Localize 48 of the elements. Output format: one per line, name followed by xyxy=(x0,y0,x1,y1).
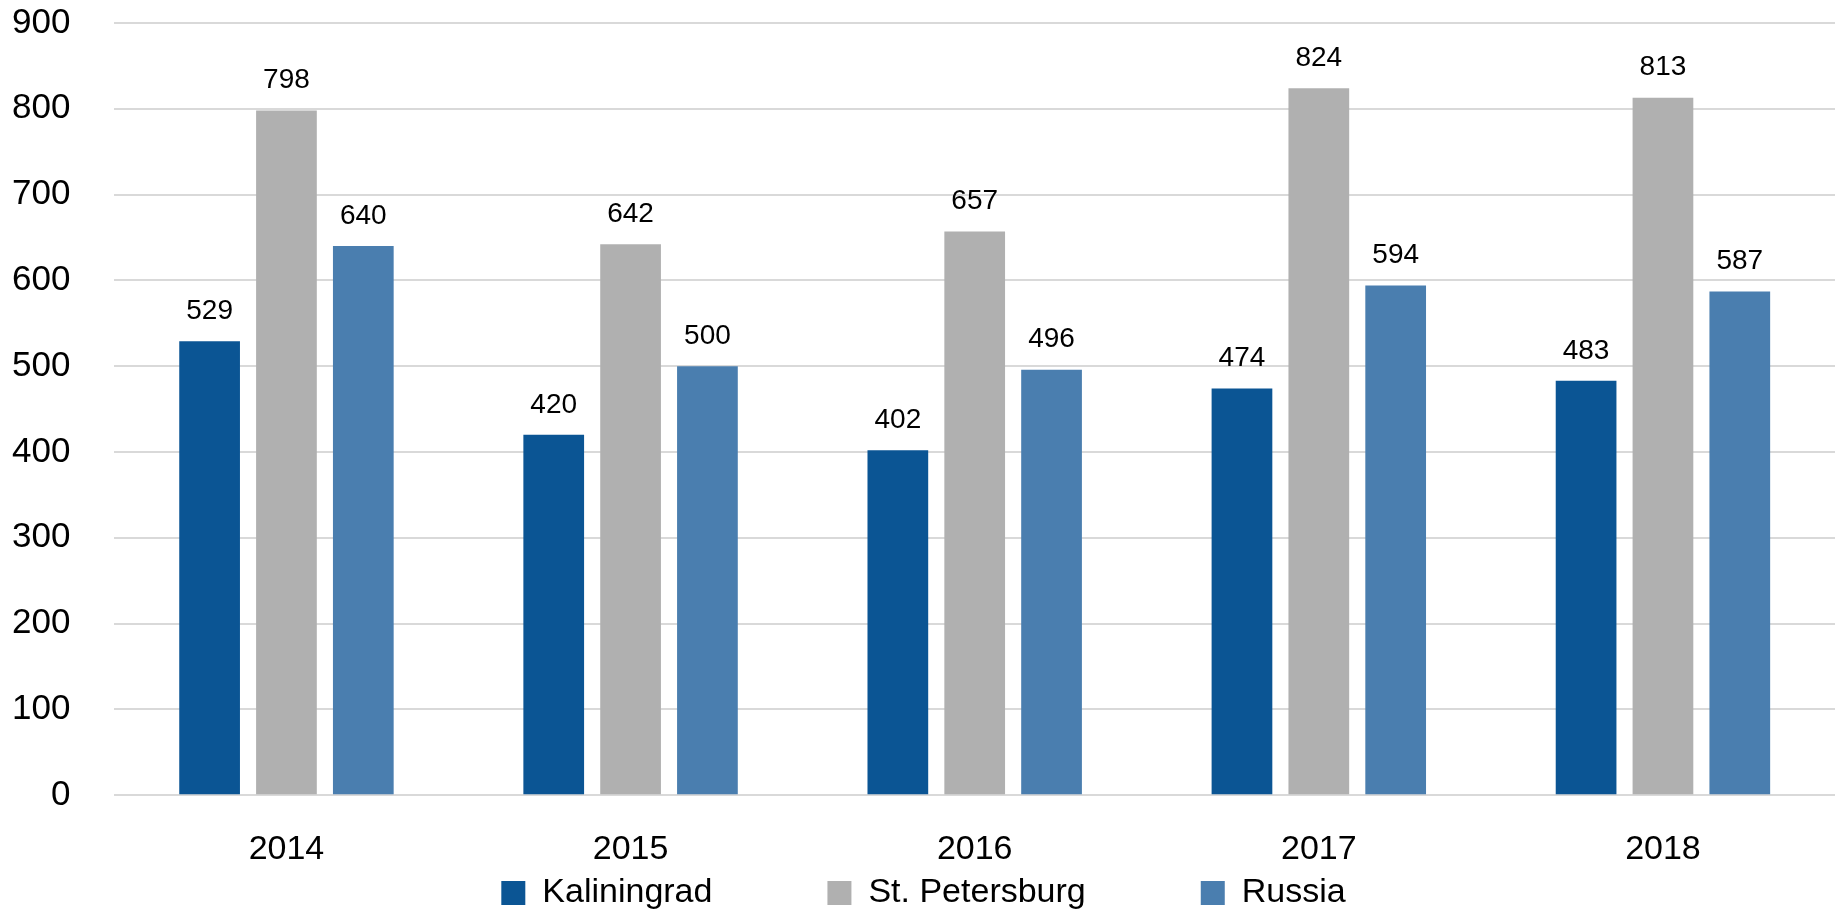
data-label: 587 xyxy=(1716,244,1764,276)
data-label: 642 xyxy=(607,197,654,229)
legend-label: St. Petersburg xyxy=(868,871,1086,910)
x-tick-label: 2014 xyxy=(248,827,325,866)
data-label: 529 xyxy=(186,294,233,326)
bar xyxy=(1709,291,1771,795)
data-label: 402 xyxy=(874,403,922,434)
y-tick-label: 900 xyxy=(11,0,71,40)
data-label: 798 xyxy=(263,63,310,95)
y-tick-label: 800 xyxy=(11,86,71,126)
data-label: 640 xyxy=(339,198,387,230)
y-tick-label: 600 xyxy=(11,258,71,298)
bar xyxy=(677,366,738,795)
bar xyxy=(1555,380,1617,795)
y-tick-label: 300 xyxy=(11,515,71,555)
data-label: 496 xyxy=(1028,322,1075,354)
legend-label: Kaliningrad xyxy=(542,871,713,910)
x-tick-label: 2018 xyxy=(1625,827,1701,866)
data-label: 474 xyxy=(1218,341,1266,373)
y-tick-label: 500 xyxy=(11,343,71,383)
y-tick-label: 700 xyxy=(11,172,71,212)
bar xyxy=(944,231,1006,795)
x-tick-label: 2017 xyxy=(1281,827,1357,866)
x-tick-label: 2016 xyxy=(936,827,1013,866)
legend-label: Russia xyxy=(1241,871,1346,910)
bar xyxy=(332,246,394,795)
x-tick-label: 2015 xyxy=(592,827,669,866)
bar xyxy=(1211,388,1273,795)
bar xyxy=(867,450,929,795)
bar xyxy=(523,434,585,795)
y-tick-label: 100 xyxy=(11,687,71,727)
data-label: 657 xyxy=(951,184,999,216)
data-label: 483 xyxy=(1562,333,1610,365)
bar xyxy=(1288,88,1350,795)
bar xyxy=(600,244,661,795)
data-label: 420 xyxy=(530,387,578,419)
data-label: 813 xyxy=(1639,50,1687,82)
y-tick-label: 0 xyxy=(50,772,71,812)
data-label: 824 xyxy=(1295,40,1343,72)
bar xyxy=(1021,369,1082,795)
y-tick-label: 400 xyxy=(11,429,71,469)
y-tick-label: 200 xyxy=(11,601,71,641)
data-label: 500 xyxy=(684,318,731,350)
bar xyxy=(1365,285,1427,795)
bar xyxy=(256,110,317,795)
bar xyxy=(179,341,240,795)
bar xyxy=(1632,97,1694,795)
data-label: 594 xyxy=(1372,238,1420,270)
